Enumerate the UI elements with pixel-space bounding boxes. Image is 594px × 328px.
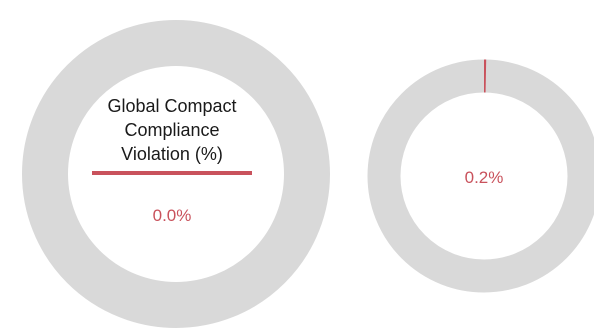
donut-chart-left: Global Compact Compliance Violation (%) … <box>22 20 330 328</box>
donut-value-label-left: 0.0% <box>153 206 192 225</box>
donut-title-line-1: Global Compact <box>107 96 236 116</box>
donut-title-line-2: Compliance <box>124 120 219 140</box>
donut-value-label-right: 0.2% <box>465 168 504 187</box>
title-underline <box>92 171 252 175</box>
donut-title-line-3: Violation (%) <box>121 144 223 164</box>
donut-chart-right: 0.2% <box>367 59 594 293</box>
donut-track-left <box>22 20 330 328</box>
